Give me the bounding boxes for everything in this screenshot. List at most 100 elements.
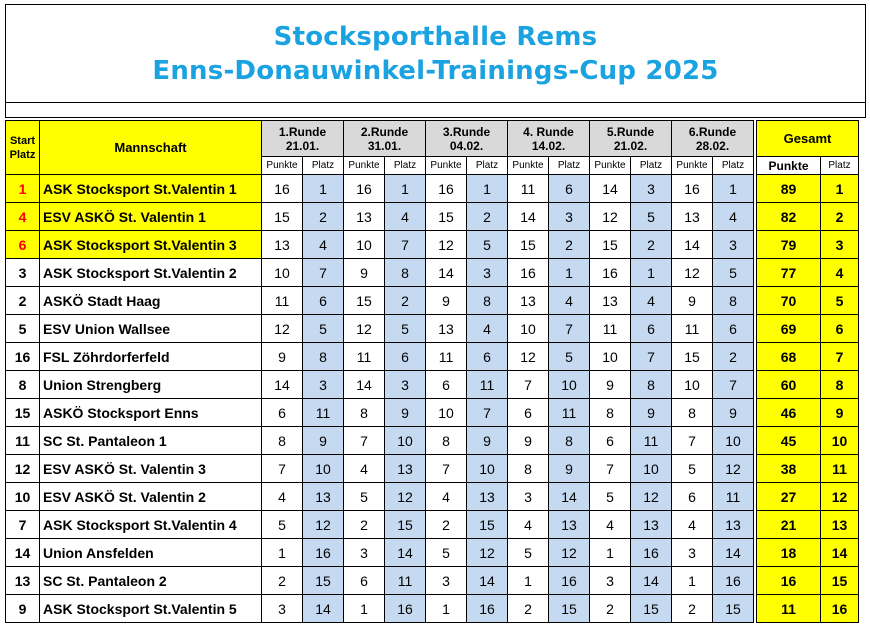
table-row: 4 ESV ASKÖ St. Valentin 1 15 2 13 4 15 2 14 3 12 5 1… xyxy=(5,202,859,231)
team-name: SC St. Pantaleon 1 xyxy=(39,426,262,455)
round-platz: 13 xyxy=(548,510,590,539)
round-platz: 11 xyxy=(712,482,754,511)
round-punkte: 7 xyxy=(343,426,385,455)
round-platz: 1 xyxy=(712,174,754,203)
total-punkte: 38 xyxy=(756,454,821,483)
round-label: 1.Runde xyxy=(278,124,327,139)
round-platz: 9 xyxy=(712,398,754,427)
round-punkte: 15 xyxy=(261,202,303,231)
round-platz: 4 xyxy=(302,230,344,259)
round-punkte: 16 xyxy=(343,174,385,203)
round-punkte: 11 xyxy=(671,314,713,343)
round-platz: 8 xyxy=(548,426,590,455)
subheader-punkte: Punkte xyxy=(261,156,303,175)
round-punkte: 9 xyxy=(343,258,385,287)
final-rank: 13 xyxy=(820,510,859,539)
round-punkte: 2 xyxy=(343,510,385,539)
round-punkte: 16 xyxy=(589,258,631,287)
final-rank: 3 xyxy=(820,230,859,259)
final-rank: 5 xyxy=(820,286,859,315)
gap-cell xyxy=(753,594,757,623)
start-platz: 10 xyxy=(5,482,40,511)
round-punkte: 5 xyxy=(343,482,385,511)
round-platz: 13 xyxy=(466,482,508,511)
round-punkte: 9 xyxy=(589,370,631,399)
round-platz: 2 xyxy=(302,202,344,231)
round-punkte: 1 xyxy=(261,538,303,567)
round-punkte: 16 xyxy=(261,174,303,203)
round-punkte: 13 xyxy=(425,314,467,343)
round-platz: 13 xyxy=(712,510,754,539)
round-platz: 6 xyxy=(466,342,508,371)
round-punkte: 11 xyxy=(589,314,631,343)
round-punkte: 6 xyxy=(507,398,549,427)
round-platz: 9 xyxy=(302,426,344,455)
team-name: ASK Stocksport St.Valentin 3 xyxy=(39,230,262,259)
round-punkte: 14 xyxy=(671,230,713,259)
round-platz: 5 xyxy=(630,202,672,231)
round-platz: 12 xyxy=(548,538,590,567)
round-platz: 15 xyxy=(630,594,672,623)
round-platz: 9 xyxy=(630,398,672,427)
round-punkte: 6 xyxy=(261,398,303,427)
round-platz: 1 xyxy=(384,174,426,203)
table-row: 16 FSL Zöhrdorferfeld 9 8 11 6 11 6 12 5 10 7 15 2 68 7 xyxy=(5,342,859,371)
header-round-1: 1.Runde 21.01. xyxy=(261,120,344,157)
round-punkte: 12 xyxy=(589,202,631,231)
start-platz: 11 xyxy=(5,426,40,455)
round-platz: 11 xyxy=(548,398,590,427)
round-platz: 15 xyxy=(548,594,590,623)
round-date: 04.02. xyxy=(449,138,484,153)
team-name: ESV ASKÖ St. Valentin 3 xyxy=(39,454,262,483)
round-punkte: 3 xyxy=(671,538,713,567)
final-rank: 12 xyxy=(820,482,859,511)
table-row: 3 ASK Stocksport St.Valentin 2 10 7 9 8 14 3 16 1… xyxy=(5,258,859,287)
subheader-platz: Platz xyxy=(548,156,590,175)
round-platz: 16 xyxy=(384,594,426,623)
start-platz: 8 xyxy=(5,370,40,399)
round-platz: 10 xyxy=(630,454,672,483)
round-platz: 11 xyxy=(466,370,508,399)
round-platz: 16 xyxy=(466,594,508,623)
round-label: 6.Runde xyxy=(688,124,737,139)
table-row: 1 ASK Stocksport St.Valentin 1 16 1 16 1 16 1 11… xyxy=(5,174,859,203)
gap-cell xyxy=(753,510,757,539)
round-punkte: 12 xyxy=(425,230,467,259)
subheader-punkte: Punkte xyxy=(589,156,631,175)
round-punkte: 4 xyxy=(589,510,631,539)
header-gesamt: Gesamt xyxy=(756,120,859,157)
round-punkte: 2 xyxy=(671,594,713,623)
gap-cell xyxy=(753,538,757,567)
round-punkte: 3 xyxy=(343,538,385,567)
table-row: 10 ESV ASKÖ St. Valentin 2 4 13 5 12 4 13 3 14 5 12… xyxy=(5,482,859,511)
round-platz: 3 xyxy=(384,370,426,399)
total-punkte: 11 xyxy=(756,594,821,623)
start-platz: 9 xyxy=(5,594,40,623)
round-punkte: 7 xyxy=(425,454,467,483)
total-punkte: 69 xyxy=(756,314,821,343)
round-punkte: 15 xyxy=(343,286,385,315)
round-platz: 16 xyxy=(630,538,672,567)
round-punkte: 14 xyxy=(261,370,303,399)
start-platz: 15 xyxy=(5,398,40,427)
round-platz: 1 xyxy=(548,258,590,287)
round-punkte: 8 xyxy=(261,426,303,455)
round-platz: 10 xyxy=(384,426,426,455)
round-platz: 4 xyxy=(548,286,590,315)
round-platz: 3 xyxy=(466,258,508,287)
header-mannschaft: Mannschaft xyxy=(39,120,262,175)
round-punkte: 11 xyxy=(343,342,385,371)
round-punkte: 1 xyxy=(589,538,631,567)
round-platz: 9 xyxy=(548,454,590,483)
start-platz: 4 xyxy=(5,202,40,231)
round-platz: 14 xyxy=(384,538,426,567)
round-platz: 2 xyxy=(712,342,754,371)
round-platz: 8 xyxy=(630,370,672,399)
round-platz: 14 xyxy=(630,566,672,595)
round-platz: 10 xyxy=(466,454,508,483)
team-name: Union Ansfelden xyxy=(39,538,262,567)
table-row: 7 ASK Stocksport St.Valentin 4 5 12 2 15 2 15 4 1… xyxy=(5,510,859,539)
start-platz: 6 xyxy=(5,230,40,259)
round-punkte: 14 xyxy=(425,258,467,287)
gap-cell xyxy=(753,426,757,455)
